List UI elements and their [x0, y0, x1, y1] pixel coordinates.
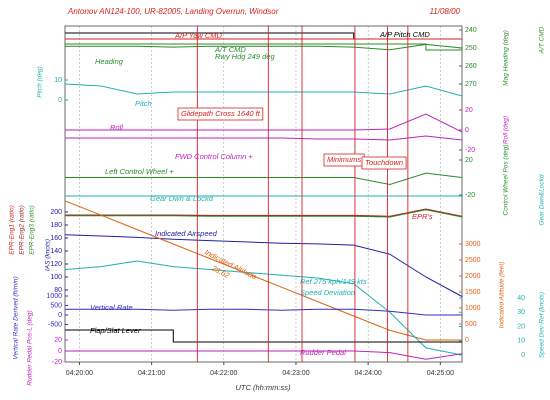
series-line — [65, 113, 462, 133]
x-tick-label: 04:21:00 — [138, 370, 165, 377]
y-tick-label: 260 — [465, 63, 477, 70]
y-tick-label: 40 — [517, 295, 525, 302]
y-tick-label: 140 — [50, 248, 62, 255]
y-tick-label: 20 — [465, 107, 473, 114]
series-line — [65, 200, 462, 341]
series-label: Rudder Pedal — [300, 348, 346, 357]
series-label: A/P Yaw CMD — [174, 31, 223, 40]
series-label: Gear Dwn & Lockd — [150, 194, 214, 203]
y-axis-label: Vertical Rate Derived (ft/min) — [13, 276, 20, 359]
series-label: A/T CMD — [214, 45, 246, 54]
y-tick-label: 2000 — [465, 273, 481, 280]
y-tick-label: 0 — [58, 348, 62, 355]
series-line — [65, 234, 462, 297]
y-tick-label: 10 — [517, 338, 525, 345]
x-tick-label: 04:22:00 — [210, 370, 237, 377]
y-tick-label: 1000 — [46, 293, 62, 300]
y-tick-label: 1000 — [465, 305, 481, 312]
y-tick-label: 20 — [465, 157, 473, 164]
series-label: A/P Pitch CMD — [379, 30, 430, 39]
series-label: Indicated Altitude — [203, 248, 258, 282]
y-axis-label: Roll (deg) — [503, 116, 510, 144]
y-axis-label: A/T CMD — [539, 26, 546, 54]
series-line — [65, 43, 462, 51]
x-tick-label: 04:24:00 — [355, 370, 382, 377]
y-tick-label: 120 — [50, 261, 62, 268]
plot-frame — [64, 25, 463, 363]
y-tick-label: 20 — [54, 337, 62, 344]
series-line — [65, 308, 462, 316]
y-tick-label: 2500 — [465, 257, 481, 264]
chart-title: Antonov AN124-100, UR-82005, Landing Ove… — [67, 7, 279, 16]
series-label: Pitch — [135, 99, 152, 108]
series-label: Heading — [95, 57, 124, 66]
y-axis-label: Pitch (deg) — [37, 66, 44, 97]
event-label: Glidepath Cross 1640 ft — [181, 109, 261, 118]
series-line — [65, 135, 462, 141]
y-tick-label: 1500 — [465, 289, 481, 296]
y-tick-label: 500 — [465, 321, 477, 328]
y-tick-label: 270 — [465, 81, 477, 88]
series-line — [65, 329, 462, 343]
y-tick-label: 500 — [50, 302, 62, 309]
y-axis-label: Rudder Pedal Pos-L (deg) — [27, 310, 34, 385]
y-tick-label: -500 — [48, 321, 62, 328]
y-axis-label: Speed Dev-Ref (knots) — [539, 292, 546, 358]
y-tick-label: 80 — [54, 287, 62, 294]
series-label: EPR-Eng3 (ratio) — [29, 205, 36, 255]
y-axis-label: Control Wheel Pos (deg) — [503, 144, 510, 215]
series-label: Indicated Airspeed — [155, 229, 218, 238]
y-axis-label: Gear Dwn&Lockd — [539, 174, 546, 225]
y-tick-label: -20 — [465, 192, 475, 199]
y-tick-label: 200 — [50, 209, 62, 216]
annotation: Ref 275 kph/149 kts — [300, 277, 367, 286]
series-line — [65, 83, 462, 97]
series-line — [65, 350, 462, 360]
series-label: Roll — [110, 123, 123, 132]
event-label: Minimums — [327, 155, 361, 164]
y-tick-label: 0 — [465, 127, 469, 134]
y-tick-label: 160 — [50, 235, 62, 242]
y-tick-label: 0 — [58, 312, 62, 319]
y-tick-label: 0 — [58, 97, 62, 104]
series-label: EPR-Eng1 (ratio) — [9, 205, 16, 255]
y-tick-label: 3000 — [465, 241, 481, 248]
y-tick-label: 20 — [517, 323, 525, 330]
annotation: Rwy Hdg 249 deg — [215, 52, 275, 61]
series-line — [65, 43, 462, 51]
y-tick-label: 180 — [50, 222, 62, 229]
y-tick-label: 10 — [54, 77, 62, 84]
y-tick-label: 30 — [517, 309, 525, 316]
y-axis-label: Indicated Altitude (feet) — [499, 262, 506, 329]
y-tick-label: 0 — [465, 337, 469, 344]
event-label: Touchdown — [365, 158, 403, 167]
annotation: EPR's — [412, 212, 433, 221]
series-line — [65, 260, 462, 356]
series-line — [65, 209, 462, 218]
series-label: FWD Control Column + — [175, 152, 253, 161]
chart-date: 11/08/00 — [429, 7, 460, 16]
x-tick-label: 04:25:00 — [427, 370, 454, 377]
y-axis-label: Mag Heading (deg) — [503, 30, 510, 86]
y-tick-label: 250 — [465, 45, 477, 52]
series-label: EPR-Eng2 (ratio) — [19, 205, 26, 255]
x-tick-label: 04:23:00 — [282, 370, 309, 377]
plot-area — [65, 26, 462, 362]
event-box — [361, 156, 407, 170]
y-tick-label: 100 — [50, 274, 62, 281]
x-tick-label: 04:20:00 — [66, 370, 93, 377]
x-axis-label: UTC (hh:mm:ss) — [236, 383, 292, 392]
y-axis-label: IAS (knots) — [45, 239, 52, 271]
series-label: Flap/Slat Lever — [90, 326, 141, 335]
y-tick-label: -20 — [52, 359, 62, 366]
series-label: Vertical Rate — [90, 303, 133, 312]
series-label: Left Control Wheel + — [105, 167, 174, 176]
series-label: Speed Deviation — [300, 288, 355, 297]
y-tick-label: 0 — [521, 352, 525, 359]
y-tick-label: 240 — [465, 27, 477, 34]
event-box — [177, 107, 264, 121]
y-tick-label: -20 — [465, 147, 475, 154]
series-line — [65, 172, 462, 186]
